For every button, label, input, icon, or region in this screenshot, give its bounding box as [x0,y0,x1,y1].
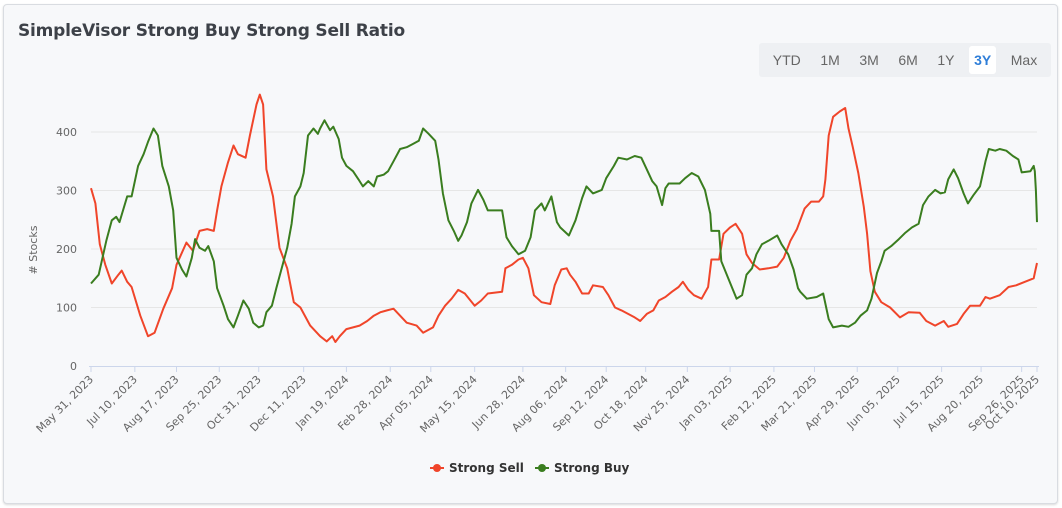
range-button-3y[interactable]: 3Y [969,46,997,74]
chart-title: SimpleVisor Strong Buy Strong Sell Ratio [18,21,405,41]
chart-card: SimpleVisor Strong Buy Strong Sell Ratio… [3,4,1058,504]
y-tick-label: 200 [56,243,77,256]
series-line-strong-sell [90,93,1038,343]
legend-marker-icon [538,464,546,472]
range-button-3m[interactable]: 3M [859,52,879,68]
y-tick-label: 0 [70,360,77,373]
y-tick-label: 400 [56,126,77,139]
range-button-ytd[interactable]: YTD [772,52,801,68]
series-line-strong-buy [90,119,1038,329]
y-tick-label: 100 [56,302,77,315]
x-tick-label: May 31, 2023 [34,373,96,435]
range-button-1y[interactable]: 1Y [937,52,955,68]
y-axis-title: # Stocks [27,225,40,274]
legend-item-label: Strong Sell [449,461,524,475]
y-tick-label: 300 [56,185,77,198]
range-button-1m[interactable]: 1M [820,52,840,68]
legend-marker-icon [433,464,441,472]
range-button-6m[interactable]: 6M [898,52,918,68]
range-selector: YTD 1M 3M 6M 1Y 3Y Max [759,43,1051,77]
range-button-max[interactable]: Max [1010,52,1038,68]
legend-item-label: Strong Buy [554,461,630,475]
